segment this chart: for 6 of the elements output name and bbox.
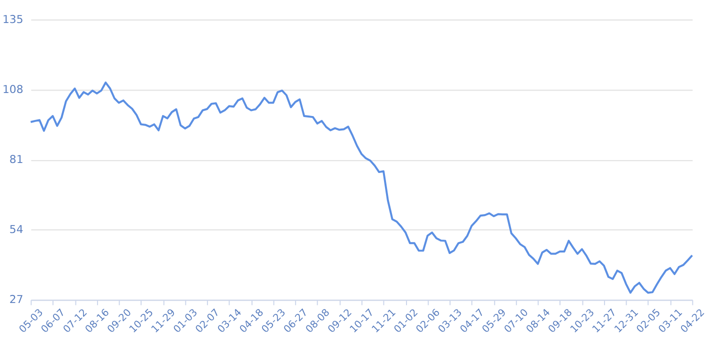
y-tick-label: 27 <box>9 293 24 306</box>
y-tick-label: 108 <box>2 83 24 96</box>
line-series <box>30 82 694 294</box>
y-tick-label: 54 <box>9 223 24 236</box>
y-tick-label: 81 <box>9 153 24 166</box>
y-tick-label: 135 <box>2 12 24 26</box>
